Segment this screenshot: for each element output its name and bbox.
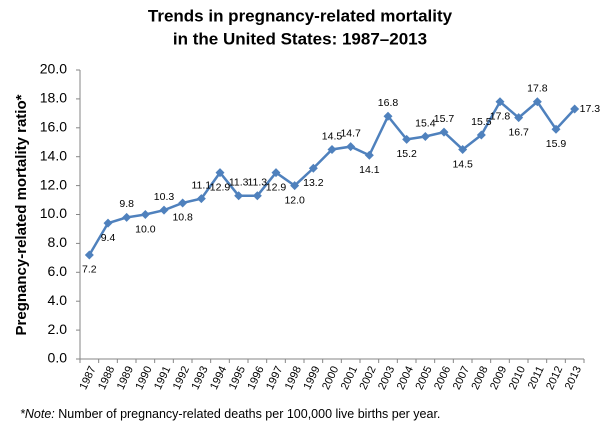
x-tick-label: 1997 <box>264 364 285 391</box>
data-point <box>103 218 113 228</box>
data-point <box>364 150 374 160</box>
x-tick-label: 1994 <box>208 364 229 391</box>
data-point <box>159 205 169 215</box>
y-tick-label: 14.0 <box>40 147 67 163</box>
x-tick-label: 1992 <box>171 364 192 391</box>
data-point <box>383 111 393 121</box>
y-tick-label: 4.0 <box>48 292 68 308</box>
data-point <box>346 142 356 152</box>
y-tick-label: 6.0 <box>48 263 68 279</box>
data-point <box>402 134 412 144</box>
data-label: 9.4 <box>101 232 116 244</box>
data-label: 10.8 <box>172 212 193 224</box>
x-tick-label: 1987 <box>77 364 98 391</box>
data-label: 12.0 <box>284 194 305 206</box>
y-tick-label: 0.0 <box>48 350 68 366</box>
data-label: 13.2 <box>303 177 324 189</box>
data-label: 14.5 <box>322 130 343 142</box>
data-point <box>140 210 150 219</box>
data-point <box>514 113 524 123</box>
data-point <box>532 97 542 107</box>
data-label: 16.8 <box>378 97 399 109</box>
data-label: 17.3 <box>580 103 600 115</box>
x-tick-label: 2006 <box>432 364 453 391</box>
data-label: 15.2 <box>396 148 417 160</box>
data-point <box>439 127 449 137</box>
data-label: 10.3 <box>154 191 175 203</box>
data-point <box>308 163 318 173</box>
data-label: 15.7 <box>434 113 455 125</box>
data-label: 11.3 <box>229 176 249 188</box>
x-tick-label: 1993 <box>189 364 210 391</box>
data-label: 7.2 <box>82 264 97 276</box>
x-tick-label: 2013 <box>563 364 584 391</box>
x-tick-label: 2008 <box>469 364 490 391</box>
y-tick-label: 2.0 <box>48 321 68 337</box>
data-point <box>178 198 188 208</box>
x-tick-label: 1995 <box>227 364 248 391</box>
y-tick-label: 18.0 <box>40 90 67 106</box>
note-lead: *Note: <box>20 407 55 421</box>
y-tick-label: 20.0 <box>40 61 67 77</box>
data-point <box>495 97 505 107</box>
data-line <box>88 99 576 256</box>
x-tick-label: 2012 <box>544 364 565 391</box>
y-tick-label: 12.0 <box>40 176 67 192</box>
y-axis-label: Pregnancy-related mortality ratio* <box>13 94 30 335</box>
x-tick-label: 2005 <box>413 364 434 391</box>
x-tick-label: 1989 <box>115 364 136 391</box>
x-tick-label: 2003 <box>376 364 397 391</box>
data-point <box>458 144 468 154</box>
x-tick-label: 2004 <box>395 364 416 391</box>
y-tick-label: 10.0 <box>40 205 67 221</box>
data-label: 17.8 <box>527 83 548 95</box>
x-tick-label: 2000 <box>320 364 341 391</box>
x-tick-label: 1991 <box>152 364 173 391</box>
data-point <box>234 191 244 201</box>
data-label: 14.1 <box>359 164 380 176</box>
data-point <box>551 124 561 134</box>
x-tick-label: 2009 <box>488 364 509 391</box>
data-label: 17.8 <box>490 111 511 123</box>
data-point <box>84 250 94 260</box>
x-tick-label: 2007 <box>451 364 472 391</box>
data-label: 12.9 <box>210 181 231 193</box>
chart-title: Trends in pregnancy-related mortality <box>148 6 453 25</box>
data-label: 15.9 <box>546 138 567 150</box>
x-tick-label: 1988 <box>96 364 117 391</box>
data-point <box>476 130 486 140</box>
data-label: 15.5 <box>471 116 492 128</box>
x-tick-label: 2001 <box>339 364 360 391</box>
data-label: 14.5 <box>452 158 473 170</box>
data-point <box>271 168 281 178</box>
data-label: 11.1 <box>191 179 211 191</box>
data-label: 10.0 <box>135 223 156 235</box>
data-point <box>122 212 132 222</box>
x-tick-label: 1998 <box>283 364 304 391</box>
data-point <box>327 144 337 154</box>
data-point <box>215 168 225 178</box>
data-label: 14.7 <box>340 127 361 139</box>
data-label: 9.8 <box>119 198 134 210</box>
note: *Note: Number of pregnancy-related death… <box>20 407 440 421</box>
chart-title: in the United States: 1987–2013 <box>173 29 427 48</box>
x-tick-label: 2002 <box>357 364 378 391</box>
data-point <box>252 191 262 201</box>
x-tick-label: 1990 <box>133 364 154 391</box>
data-label: 15.4 <box>415 117 436 129</box>
data-point <box>290 181 300 191</box>
x-tick-label: 1999 <box>301 364 322 391</box>
y-tick-label: 8.0 <box>48 234 68 250</box>
x-tick-label: 2010 <box>507 364 528 391</box>
x-tick-label: 1996 <box>245 364 266 391</box>
data-point <box>420 131 430 141</box>
data-label: 16.7 <box>508 126 529 138</box>
data-label: 12.9 <box>266 181 287 193</box>
y-tick-label: 16.0 <box>40 119 67 135</box>
data-point <box>196 194 206 204</box>
data-point <box>570 104 580 114</box>
data-label: 11.3 <box>247 176 267 188</box>
note-text: Number of pregnancy-related deaths per 1… <box>58 407 440 421</box>
